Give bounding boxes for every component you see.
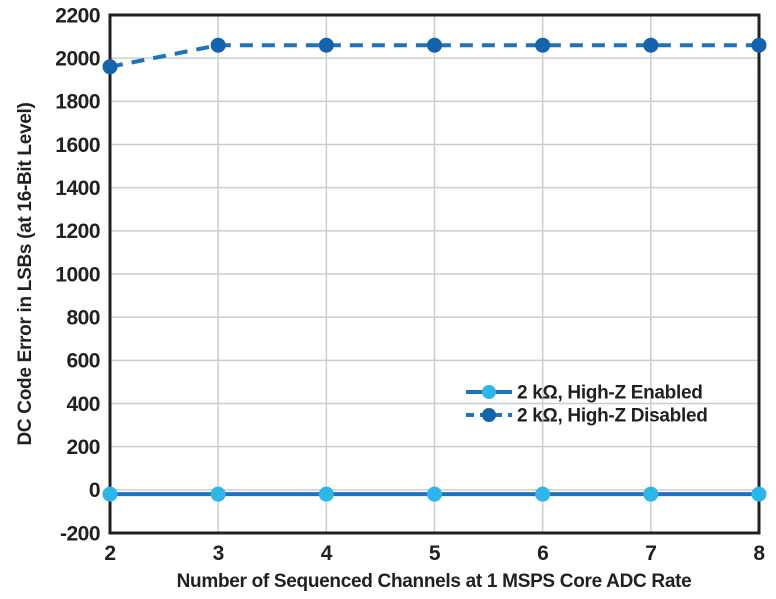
- legend-marker-highz-enabled: [482, 385, 496, 399]
- series-layer: [102, 37, 767, 502]
- data-point-marker-1: [102, 59, 118, 75]
- x-tick-label: 3: [213, 542, 224, 565]
- y-tick-label: 1600: [55, 134, 100, 157]
- y-tick-label: 800: [66, 307, 100, 330]
- x-tick-label: 4: [321, 542, 333, 565]
- x-tick-label: 5: [429, 542, 441, 565]
- plot-border: [108, 13, 761, 535]
- y-tick-label: 1800: [55, 91, 100, 114]
- data-point-marker-0: [318, 486, 334, 502]
- y-tick-label: -200: [60, 522, 100, 545]
- y-tick-label: 1000: [55, 263, 100, 286]
- data-point-marker-1: [318, 37, 334, 53]
- data-point-marker-1: [751, 37, 767, 53]
- data-point-marker-1: [535, 37, 551, 53]
- legend-label-highz-enabled: 2 kΩ, High-Z Enabled: [517, 383, 703, 404]
- y-tick-label: 600: [66, 350, 100, 373]
- legend-marker-highz-disabled: [482, 408, 496, 422]
- x-tick-label: 2: [104, 542, 115, 565]
- y-tick-label: 0: [89, 479, 100, 502]
- y-tick-label: 2200: [55, 4, 100, 27]
- y-tick-label: 1400: [55, 177, 100, 200]
- data-point-marker-0: [210, 486, 226, 502]
- data-point-marker-0: [102, 486, 118, 502]
- tick-layer: -200 0 200 400 600 800 1000 1200 1400 1600 1800 200…: [55, 4, 766, 565]
- data-point-marker-1: [427, 37, 442, 53]
- data-point-marker-0: [535, 486, 551, 502]
- data-point-marker-0: [427, 486, 442, 502]
- x-axis-title: Number of Sequenced Channels at 1 MSPS C…: [177, 571, 692, 592]
- y-tick-label: 200: [66, 436, 100, 459]
- data-point-marker-1: [643, 37, 659, 53]
- y-tick-label: 2000: [55, 48, 100, 71]
- x-tick-label: 8: [753, 542, 765, 565]
- legend-label-highz-disabled: 2 kΩ, High-Z Disabled: [517, 406, 708, 427]
- x-tick-label: 6: [537, 542, 548, 565]
- y-tick-label: 400: [66, 393, 100, 416]
- data-point-marker-1: [210, 37, 226, 53]
- legend: 2 kΩ, High-Z Enabled 2 kΩ, High-Z Disabl…: [466, 383, 708, 427]
- data-point-marker-0: [751, 486, 767, 502]
- y-tick-label: 1200: [55, 220, 100, 243]
- y-axis-title: DC Code Error in LSBs (at 16-Bit Level): [15, 102, 36, 445]
- grid-layer: [110, 15, 759, 533]
- x-tick-label: 7: [645, 542, 656, 565]
- data-point-marker-0: [643, 486, 659, 502]
